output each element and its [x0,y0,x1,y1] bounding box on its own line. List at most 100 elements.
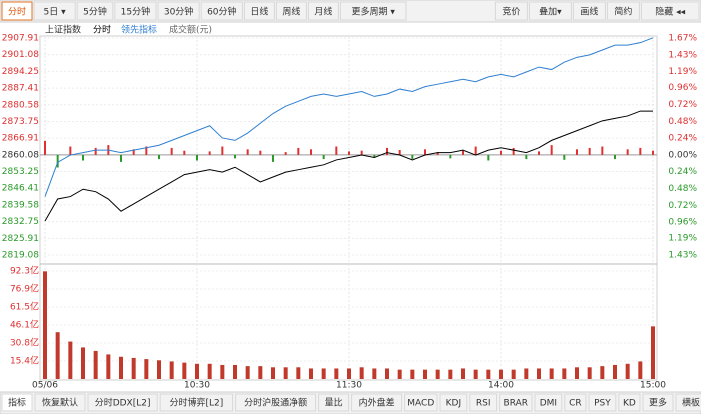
x-tick-label: 15:00 [640,381,666,391]
toolbar-button-label[interactable]: 分时 [8,6,26,18]
toolbar-button-label[interactable]: 5日 ▾ [44,7,67,18]
tab-label[interactable]: 横板 [682,397,700,409]
tab-label[interactable]: 指标 [8,397,26,409]
toolbar-button[interactable] [572,1,606,21]
tab-label[interactable]: RSI [476,399,491,409]
toolbar-button[interactable] [157,1,200,21]
y-tick-label: 2880.58 [2,100,39,110]
tab[interactable] [618,393,641,412]
tab[interactable] [469,393,498,412]
price-line [44,110,653,222]
y2-tick-label: 0.72% [668,100,697,110]
volume-bar [651,326,655,379]
volume-bar [587,367,592,379]
volume-tick-label: 92.3亿 [10,265,39,277]
toolbar-button-label[interactable]: 15分钟 [121,6,150,18]
tab-label[interactable]: KDJ [446,399,462,409]
volume-tick-label: 61.5亿 [10,301,39,313]
tab-label[interactable]: CR [569,399,582,409]
toolbar-button[interactable] [243,1,275,21]
toolbar-button[interactable] [275,1,307,21]
y-tick-label: 2873.75 [2,117,39,127]
toolbar-button-label[interactable]: 简约 [614,6,632,18]
toolbar-button-label[interactable]: 周线 [282,6,300,18]
toolbar-button[interactable] [114,1,157,21]
price-line [44,37,654,197]
toolbar-button-label[interactable]: 60分钟 [207,6,236,18]
tab[interactable] [404,393,438,412]
volume-bar [258,366,263,379]
volume-bar [43,271,47,379]
tab[interactable] [675,393,701,412]
tab[interactable] [235,393,317,412]
tab-label[interactable]: DMI [540,399,557,409]
tab-label[interactable]: 量比 [325,397,343,409]
y2-tick-label: 0.96% [668,218,697,228]
tab[interactable] [87,393,158,412]
tab[interactable] [1,393,33,412]
tab-label[interactable]: PSY [594,399,611,409]
volume-bar [397,369,402,379]
tab[interactable] [588,393,617,412]
tab-label[interactable]: 分时沪股通净额 [244,397,307,409]
tab-label[interactable]: KD [623,399,636,409]
tab-label[interactable]: 分时DDX[L2] [95,397,151,409]
toolbar-button-label[interactable]: 30分钟 [164,6,193,18]
volume-bar [448,369,453,379]
tab[interactable] [642,393,674,412]
toolbar-button-label[interactable]: 日线 [250,6,268,18]
y-tick-label: 2832.75 [2,217,39,227]
tab-label[interactable]: MACD [407,399,434,409]
toolbar-button[interactable] [76,1,114,21]
tab[interactable] [499,393,533,412]
volume-bar [486,369,491,379]
volume-bar [93,350,98,379]
y-tick-label: 2846.41 [2,184,39,194]
y2-tick-label: 0.96% [668,83,697,93]
tab[interactable] [534,393,563,412]
tab[interactable] [318,393,350,412]
y-tick-label: 2901.08 [2,50,39,60]
volume-bar [423,369,427,379]
volume-bar [68,341,73,379]
toolbar-button-label[interactable]: 月线 [314,6,332,18]
tab[interactable] [439,393,468,412]
volume-bar [385,368,389,379]
volume-bar [321,368,326,379]
tab-label[interactable]: 恢复默认 [42,397,78,409]
volume-bar [461,368,465,379]
tab[interactable] [34,393,86,412]
volume-bar [207,363,212,379]
toolbar-button-label[interactable]: 叠加▾ [539,7,562,18]
toolbar-button-label[interactable]: 更多周期 ▾ [352,6,396,18]
toolbar-button[interactable] [494,1,528,21]
toolbar-button[interactable] [33,1,76,21]
y2-tick-label: 0.48% [668,184,697,194]
toolbar-button-label[interactable]: 竞价 [502,6,520,18]
toolbar-button[interactable] [640,1,700,21]
toolbar-button[interactable] [606,1,640,21]
toolbar-button-label[interactable]: 5分钟 [83,6,107,18]
toolbar-button[interactable] [200,1,243,21]
toolbar-button[interactable] [1,1,33,21]
tab[interactable] [159,393,234,412]
tab-label[interactable]: 更多 [649,397,667,409]
y-tick-label: 2887.41 [2,84,39,94]
toolbar-button-label[interactable]: 画线 [580,6,598,18]
y-tick-label: 2819.08 [2,251,39,261]
volume-bar [296,367,301,379]
tab[interactable] [351,393,403,412]
tab-label[interactable]: 内外盘差 [359,397,395,409]
volume-bar [119,356,123,379]
tab-label[interactable]: BRAR [504,399,528,409]
toolbar-button-label[interactable]: 隐藏 ◂◂ [655,6,685,18]
toolbar-button[interactable] [339,1,407,21]
y-tick-label: 2853.25 [2,167,39,177]
toolbar-button[interactable] [307,1,339,21]
y2-tick-label: 1.43% [668,50,697,60]
tab-label[interactable]: 分时博弈[L2] [170,397,224,409]
toolbar-button[interactable] [528,1,572,21]
volume-bar [157,360,161,379]
tab[interactable] [564,393,587,412]
